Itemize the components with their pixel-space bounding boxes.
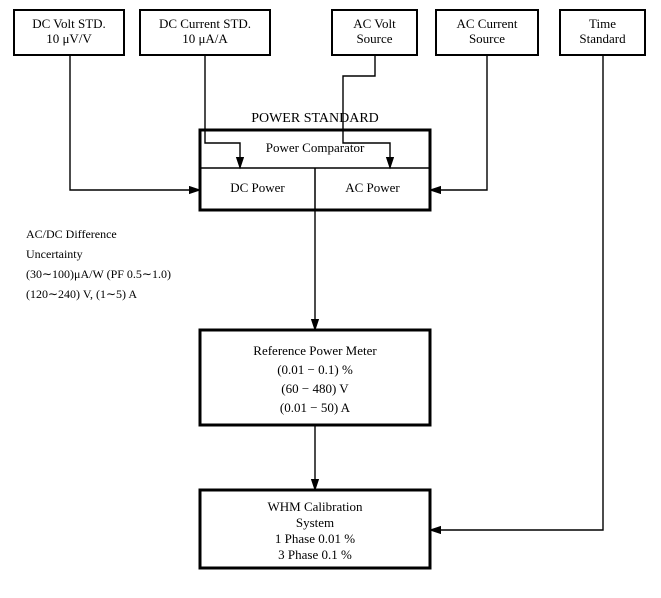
- ac-power-label: AC Power: [345, 180, 400, 195]
- note-line-2: (30∼100)μA/W (PF 0.5∼1.0): [26, 267, 171, 281]
- dc-current-std-label-0: DC Current STD.: [159, 16, 251, 31]
- ac-current-source-box: AC CurrentSource: [436, 10, 538, 55]
- dc-current-std-box: DC Current STD.10 μA/A: [140, 10, 270, 55]
- edge-ac_current_to_acpower: [430, 55, 487, 190]
- note-line-1: Uncertainty: [26, 247, 83, 261]
- whm-line-3: 3 Phase 0.1 %: [278, 547, 352, 562]
- ref-power-line-0: Reference Power Meter: [253, 343, 377, 358]
- dc-volt-std-label-0: DC Volt STD.: [32, 16, 106, 31]
- dc-current-std-label-1: 10 μA/A: [182, 31, 228, 46]
- time-standard-label-1: Standard: [579, 31, 626, 46]
- dc-volt-std-box: DC Volt STD.10 μV/V: [14, 10, 124, 55]
- power-comparator-label: Power Comparator: [266, 140, 365, 155]
- ref-power-line-1: (0.01 − 0.1) %: [277, 362, 353, 377]
- ac-volt-source-label-1: Source: [356, 31, 392, 46]
- edge-dc_volt_to_dcpower: [70, 55, 200, 190]
- acdc-difference-note: AC/DC Difference Uncertainty (30∼100)μA/W …: [26, 227, 171, 301]
- dc-volt-std-label-1: 10 μV/V: [46, 31, 92, 46]
- ac-volt-source-box: AC VoltSource: [332, 10, 417, 55]
- note-line-0: AC/DC Difference: [26, 227, 117, 241]
- time-standard-box: TimeStandard: [560, 10, 645, 55]
- reference-power-meter-box: Reference Power Meter (0.01 − 0.1) % (60 −…: [200, 330, 430, 425]
- ref-power-line-2: (60 − 480) V: [281, 381, 349, 396]
- dc-power-label: DC Power: [230, 180, 285, 195]
- time-standard-label-0: Time: [589, 16, 616, 31]
- whm-calibration-box: WHM CalibrationSystem1 Phase 0.01 %3 Pha…: [200, 490, 430, 568]
- edge-time_to_whm: [430, 55, 603, 530]
- ref-power-line-3: (0.01 − 50) A: [280, 400, 351, 415]
- whm-line-1: System: [296, 515, 334, 530]
- power-standard-title: POWER STANDARD: [251, 111, 379, 126]
- whm-line-0: WHM Calibration: [268, 499, 363, 514]
- whm-line-2: 1 Phase 0.01 %: [275, 531, 355, 546]
- note-line-3: (120∼240) V, (1∼5) A: [26, 287, 137, 301]
- ac-current-source-label-1: Source: [469, 31, 505, 46]
- ac-volt-source-label-0: AC Volt: [353, 16, 396, 31]
- ac-current-source-label-0: AC Current: [456, 16, 517, 31]
- power-standard-box: POWER STANDARD Power Comparator DC Power AC…: [200, 111, 430, 210]
